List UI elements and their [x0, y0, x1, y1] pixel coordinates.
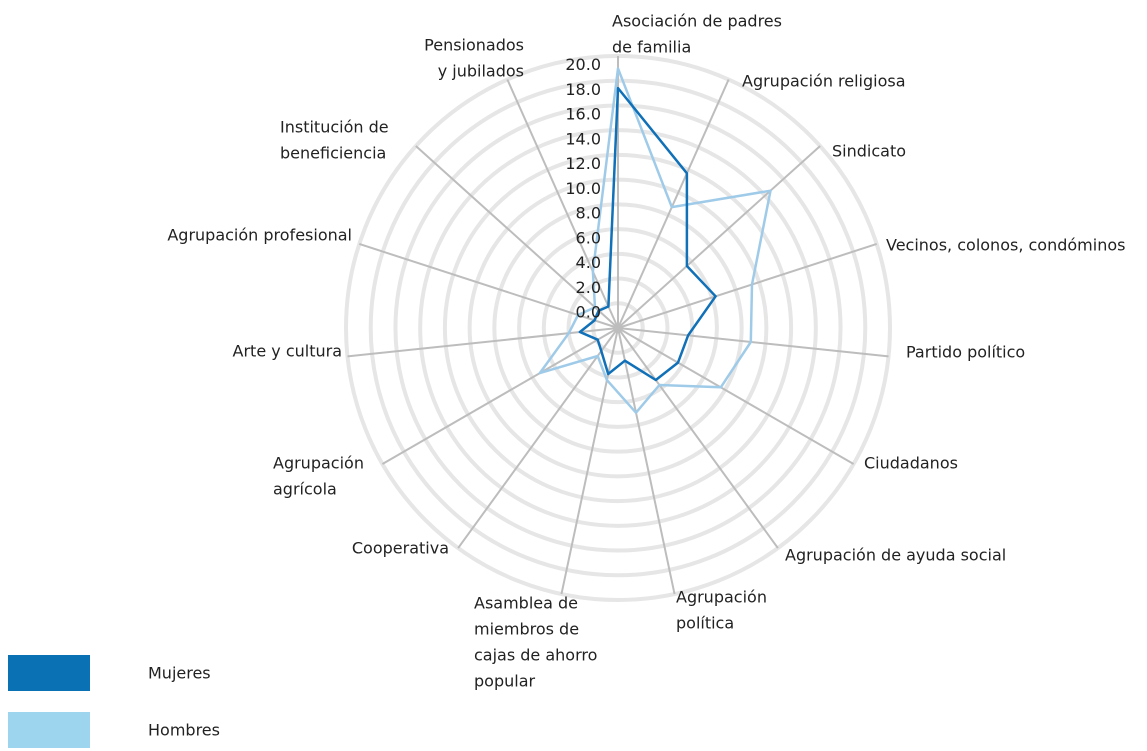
tick-label: 14.0	[565, 129, 601, 148]
tick-label: 10.0	[565, 179, 601, 198]
category-label: Ciudadanos	[864, 454, 958, 473]
category-label: Asociación de padres	[612, 12, 782, 31]
spoke	[457, 327, 619, 549]
category-label: Pensionados	[424, 36, 524, 55]
category-label: cajas de ahorro	[474, 646, 597, 665]
legend-swatch	[8, 655, 90, 691]
tick-label: 6.0	[576, 228, 601, 247]
category-label: Vecinos, colonos, condóminos	[886, 236, 1125, 255]
tick-label: 2.0	[576, 278, 601, 297]
category-label: Agrupación	[273, 454, 364, 473]
category-label: Agrupación de ayuda social	[785, 546, 1006, 565]
category-label: beneficiencia	[280, 144, 386, 163]
category-label: Partido político	[906, 343, 1025, 362]
spoke	[381, 327, 619, 465]
tick-label: 16.0	[565, 105, 601, 124]
category-label: miembros de	[474, 620, 579, 639]
category-label: Arte y cultura	[233, 342, 342, 361]
spoke	[506, 79, 619, 329]
spoke	[617, 145, 821, 329]
legend-swatch	[8, 712, 90, 748]
category-label: popular	[474, 672, 535, 691]
spoke	[617, 79, 730, 329]
spoke	[617, 327, 779, 549]
category-label: Sindicato	[832, 142, 906, 161]
category-label: Institución de	[280, 118, 389, 137]
tick-label: 8.0	[576, 204, 601, 223]
category-label: agrícola	[273, 480, 337, 499]
spoke	[617, 327, 676, 595]
spoke	[617, 242, 877, 329]
tick-label: 4.0	[576, 253, 601, 272]
category-label: Agrupación religiosa	[742, 72, 906, 91]
legend-label: Hombres	[148, 721, 220, 740]
spoke	[415, 145, 619, 329]
category-label: política	[676, 614, 734, 633]
spoke	[617, 327, 855, 465]
category-label: de familia	[612, 38, 691, 57]
series-line	[578, 86, 717, 382]
category-label: Agrupación	[676, 588, 767, 607]
category-label: Agrupación profesional	[167, 226, 352, 245]
tick-label: 0.0	[576, 303, 601, 322]
category-label: Cooperativa	[352, 539, 449, 558]
spoke	[359, 242, 619, 329]
spoke	[347, 327, 619, 358]
spoke	[617, 327, 889, 358]
category-label: Asamblea de	[474, 594, 578, 613]
legend-label: Mujeres	[148, 664, 211, 683]
tick-label: 12.0	[565, 154, 601, 173]
tick-label: 18.0	[565, 80, 601, 99]
category-label: y jubilados	[438, 62, 524, 81]
series-line	[538, 67, 772, 414]
tick-label: 20.0	[565, 55, 601, 74]
